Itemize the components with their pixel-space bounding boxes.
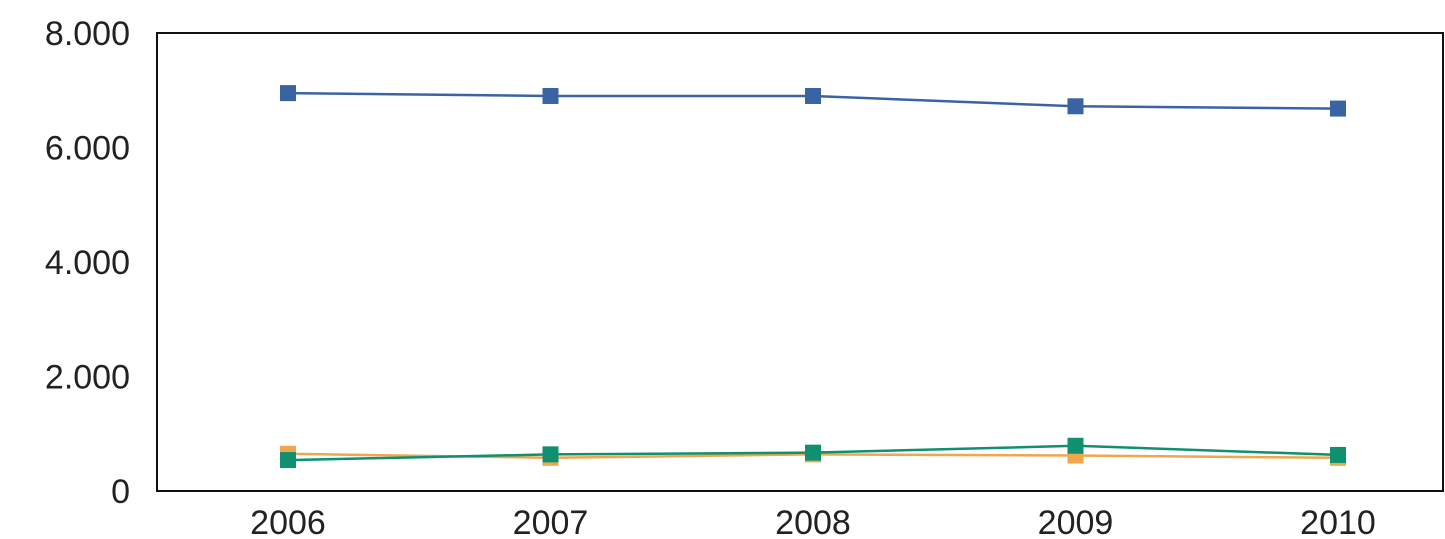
data-point-marker <box>1330 446 1346 463</box>
y-axis-ticks: 0 2.000 4.000 6.000 8.000 <box>45 15 130 511</box>
data-point-marker <box>542 446 559 463</box>
series-layer <box>280 85 1346 469</box>
y-tick-label: 6.000 <box>45 130 130 168</box>
data-point-marker <box>280 85 296 102</box>
data-point-marker <box>805 87 821 104</box>
series-1 <box>280 85 1346 117</box>
data-point-marker <box>805 444 821 461</box>
plot-frame <box>156 32 1444 492</box>
data-point-marker <box>1330 100 1346 117</box>
series-3 <box>280 437 1346 469</box>
x-tick-label: 2010 <box>1300 504 1376 539</box>
data-point-marker <box>1067 98 1084 115</box>
x-tick-label: 2008 <box>775 504 851 539</box>
x-tick-label: 2009 <box>1038 504 1114 539</box>
data-point-marker <box>542 87 559 104</box>
x-tick-label: 2006 <box>250 504 326 539</box>
y-tick-label: 2.000 <box>45 359 130 397</box>
x-axis-ticks: 2006 2007 2008 2009 2010 <box>250 504 1376 539</box>
y-tick-label: 0 <box>111 473 130 511</box>
data-point-marker <box>1067 437 1084 454</box>
y-tick-label: 4.000 <box>45 244 130 282</box>
data-point-marker <box>280 452 296 469</box>
y-tick-label: 8.000 <box>45 15 130 53</box>
x-tick-label: 2007 <box>513 504 589 539</box>
